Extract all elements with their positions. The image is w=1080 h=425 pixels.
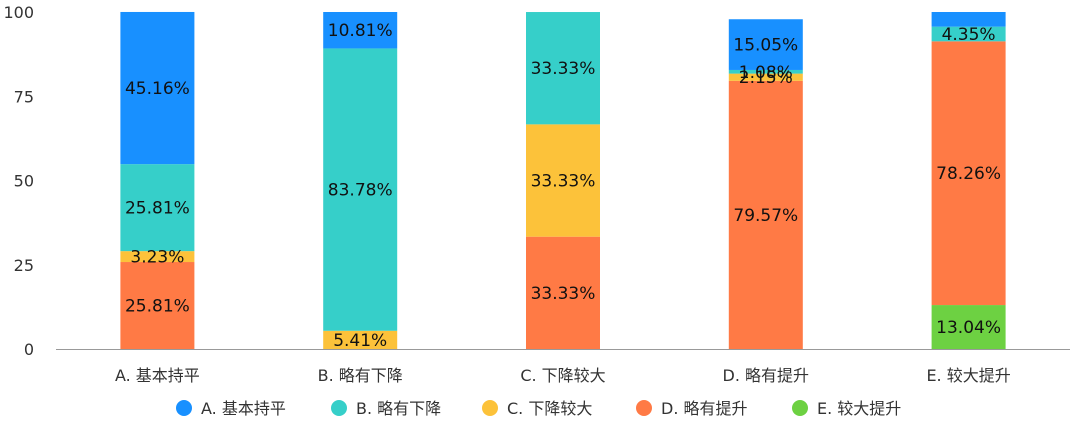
bar-segment xyxy=(323,48,398,331)
bar-segment xyxy=(526,124,600,237)
x-tick-label: C. 下降较大 xyxy=(520,366,605,385)
bar-segment xyxy=(120,11,195,165)
legend-label: B. 略有下降 xyxy=(356,399,441,418)
data-label: 33.33% xyxy=(531,172,596,192)
bar-segment xyxy=(931,305,1006,349)
bar-segment xyxy=(931,12,1006,27)
bar-segment xyxy=(728,80,803,350)
bar-segment xyxy=(120,251,195,263)
y-tick-label: 25 xyxy=(14,256,34,275)
legend-marker xyxy=(636,400,652,416)
data-label: 10.81% xyxy=(328,21,393,41)
data-label: 33.33% xyxy=(531,59,596,79)
legend: A. 基本持平 B. 略有下降 C. 下降较大 D. 略有提升 E. 较大提升 xyxy=(176,399,901,418)
bar-segment xyxy=(931,26,1006,42)
y-axis: 0 25 50 75 100 xyxy=(3,3,34,359)
x-tick-label: A. 基本持平 xyxy=(115,366,200,385)
x-tick-label: E. 较大提升 xyxy=(926,366,1010,385)
legend-label: A. 基本持平 xyxy=(201,399,286,418)
legend-marker xyxy=(792,400,808,416)
legend-label: D. 略有提升 xyxy=(661,399,748,418)
data-label: 15.05% xyxy=(733,36,798,56)
data-label: 33.33% xyxy=(531,284,596,304)
data-label: 4.35% xyxy=(942,25,996,45)
data-labels: 25.81% 3.23% 25.81% 45.16% 5.41% 83.78% 10.81%… xyxy=(125,21,1001,351)
data-label: 78.26% xyxy=(936,164,1001,184)
x-tick-label: D. 略有提升 xyxy=(723,366,810,385)
bars xyxy=(120,11,1006,350)
bar-segment xyxy=(526,236,600,349)
data-label: 1.08% xyxy=(739,63,793,83)
legend-marker xyxy=(331,400,347,416)
data-label: 25.81% xyxy=(125,199,190,219)
y-tick-label: 50 xyxy=(14,172,34,191)
bar-segment xyxy=(931,41,1006,306)
bar-segment xyxy=(728,69,803,74)
data-label: 2.15% xyxy=(739,68,793,88)
data-label: 83.78% xyxy=(328,181,393,201)
legend-label: C. 下降较大 xyxy=(507,399,592,418)
y-tick-label: 0 xyxy=(24,340,34,359)
bar-segment xyxy=(323,12,398,49)
legend-marker xyxy=(176,400,192,416)
data-label: 25.81% xyxy=(125,297,190,317)
data-label: 5.41% xyxy=(333,331,387,351)
bar-segment xyxy=(323,330,398,349)
data-label: 3.23% xyxy=(130,248,184,268)
y-tick-label: 100 xyxy=(3,3,34,22)
legend-marker xyxy=(482,400,498,416)
bar-segment xyxy=(120,164,195,252)
bar-segment xyxy=(120,262,195,349)
data-label: 79.57% xyxy=(733,206,798,226)
x-axis: A. 基本持平 B. 略有下降 C. 下降较大 D. 略有提升 E. 较大提升 xyxy=(56,349,1070,385)
legend-label: E. 较大提升 xyxy=(817,399,901,418)
bar-segment xyxy=(526,12,600,125)
bar-segment xyxy=(728,73,803,81)
y-tick-label: 75 xyxy=(14,87,34,106)
data-label: 45.16% xyxy=(125,79,190,99)
bar-segment xyxy=(728,19,803,70)
data-label: 13.04% xyxy=(936,318,1001,338)
x-tick-label: B. 略有下降 xyxy=(318,366,403,385)
